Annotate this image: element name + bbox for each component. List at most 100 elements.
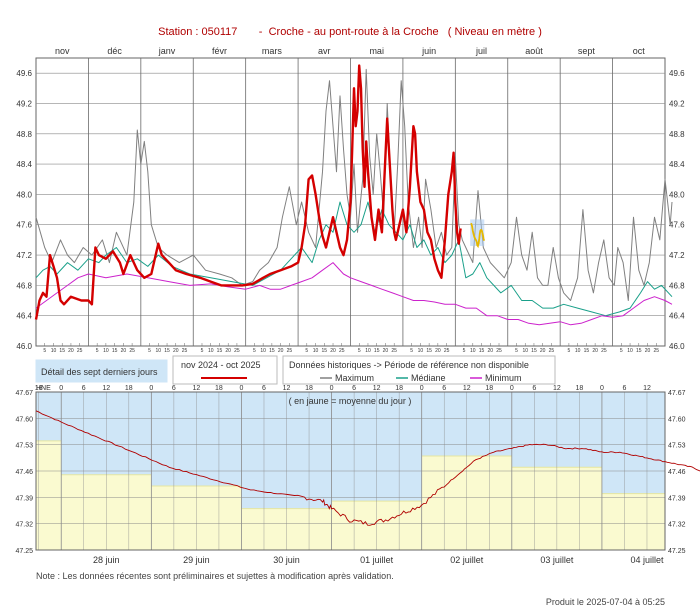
recent-y-tick-label: 47.60	[668, 416, 686, 423]
hour-tick-label: 0	[240, 385, 244, 392]
recent-days-grid	[36, 391, 665, 551]
hour-tick-label: 18	[35, 385, 43, 392]
month-label: févr	[212, 46, 227, 56]
hour-tick-label: 0	[59, 385, 63, 392]
month-label: déc	[107, 46, 122, 56]
day-tick-label: 20	[330, 348, 336, 354]
median-legend-label: Médiane	[411, 373, 446, 383]
day-tick-label: 25	[653, 348, 659, 354]
maximum-legend-label: Maximum	[335, 373, 374, 383]
date-label: 28 juin	[93, 555, 120, 565]
annual-y-tick-label: 46.0	[669, 342, 685, 351]
annual-y-tick-label: 46.8	[669, 281, 685, 290]
preliminary-note: Note : Les données récentes sont prélimi…	[36, 571, 394, 581]
day-tick-label: 10	[365, 348, 371, 354]
chart-title: Station : 050117 - Croche - au pont-rout…	[158, 26, 542, 38]
recent-level-series	[35, 410, 700, 526]
month-label: mars	[262, 46, 282, 56]
day-tick-label: 15	[59, 348, 65, 354]
daily-mean-bar	[36, 440, 62, 550]
day-tick-label: 15	[217, 348, 223, 354]
recent-level-line	[35, 410, 700, 526]
hour-tick-label: 18	[485, 385, 493, 392]
recent-y-tick-label: 47.46	[15, 469, 33, 476]
day-tick-label: 15	[112, 348, 118, 354]
hour-tick-label: 12	[373, 385, 381, 392]
current-year-legend-label: nov 2024 - oct 2025	[181, 360, 261, 370]
annual-y-tick-label: 49.2	[16, 99, 32, 108]
annual-month-labels: nov déc janv févr mars avr mai juin juil août sept…	[55, 46, 645, 56]
day-tick-label: 25	[77, 348, 83, 354]
annual-y-tick-label: 47.6	[669, 221, 685, 230]
month-label: janv	[158, 46, 176, 56]
recent-y-tick-label: 47.67	[15, 390, 33, 397]
day-tick-label: 10	[627, 348, 633, 354]
day-tick-label: 10	[313, 348, 319, 354]
day-tick-label: 5	[43, 348, 46, 354]
recent-y-tick-label: 47.32	[668, 522, 686, 529]
day-tick-label: 5	[463, 348, 466, 354]
annual-series	[34, 64, 673, 326]
day-tick-label: 5	[568, 348, 571, 354]
annual-y-tick-label: 47.2	[16, 251, 32, 260]
date-label: 04 juillet	[630, 555, 664, 565]
month-label: août	[525, 46, 543, 56]
recent-period-highlight	[470, 219, 485, 246]
recent-y-axis-right: 47.25 47.32 47.39 47.46 47.53 47.60 47.67	[668, 390, 686, 555]
day-tick-label: 20	[540, 348, 546, 354]
hour-tick-label: 12	[643, 385, 651, 392]
day-tick-label: 15	[584, 348, 590, 354]
day-tick-label: 5	[305, 348, 308, 354]
hour-tick-label: 6	[532, 385, 536, 392]
day-tick-label: 5	[515, 348, 518, 354]
hour-tick-label: 6	[442, 385, 446, 392]
day-tick-label: 5	[253, 348, 256, 354]
day-tick-label: 10	[575, 348, 581, 354]
day-tick-label: 15	[374, 348, 380, 354]
legend: Détail des sept derniers jours nov 2024 …	[35, 355, 556, 385]
month-label: nov	[55, 46, 70, 56]
day-tick-label: 5	[410, 348, 413, 354]
annual-y-tick-label: 46.0	[16, 342, 32, 351]
annual-y-tick-label: 49.2	[669, 99, 685, 108]
historical-legend-label: Données historiques -> Période de référe…	[289, 360, 529, 370]
day-tick-label: 25	[444, 348, 450, 354]
day-tick-label: 10	[103, 348, 109, 354]
annual-y-tick-label: 47.6	[16, 221, 32, 230]
day-tick-label: 20	[121, 348, 127, 354]
day-tick-label: 5	[358, 348, 361, 354]
day-tick-label: 20	[435, 348, 441, 354]
date-label: 30 juin	[273, 555, 300, 565]
day-tick-label: 15	[426, 348, 432, 354]
date-label: 02 juillet	[450, 555, 484, 565]
daily-mean-bar	[601, 493, 665, 550]
month-label: juil	[475, 46, 487, 56]
annual-y-tick-label: 47.2	[669, 251, 685, 260]
recent-days-chart-frame	[35, 391, 666, 551]
day-tick-label: 15	[636, 348, 642, 354]
day-tick-label: 5	[148, 348, 151, 354]
recent-days-chart: HNE 18 0 6 12 18 0 6 12 18 0 6 12 18 0 6 12 18 0 6 12 18 0 6 12…	[15, 385, 700, 565]
hour-tick-label: 18	[305, 385, 313, 392]
recent-y-tick-label: 47.39	[668, 495, 686, 502]
hour-tick-label: 6	[622, 385, 626, 392]
hour-tick-label: 0	[149, 385, 153, 392]
annual-y-axis-right: 46.0 46.4 46.8 47.2 47.6 48.0 48.4 48.8 49.2 49.6	[669, 69, 685, 351]
hour-tick-label: 0	[600, 385, 604, 392]
annual-y-tick-label: 48.4	[669, 160, 685, 169]
recent-detail-legend-box	[35, 359, 168, 383]
annual-chart-grid	[36, 58, 665, 346]
date-label: 01 juillet	[360, 555, 394, 565]
minimum-legend-label: Minimum	[485, 373, 522, 383]
current-year-legend-box	[172, 355, 278, 385]
hour-tick-label: 6	[82, 385, 86, 392]
hour-tick-label: 18	[395, 385, 403, 392]
day-tick-label: 10	[51, 348, 57, 354]
month-label: sept	[578, 46, 596, 56]
hour-tick-label: 12	[553, 385, 561, 392]
day-tick-label: 20	[645, 348, 651, 354]
date-label: 03 juillet	[540, 555, 574, 565]
recent-y-tick-label: 47.53	[668, 443, 686, 450]
hour-tick-label: 18	[215, 385, 223, 392]
day-tick-label: 25	[549, 348, 555, 354]
